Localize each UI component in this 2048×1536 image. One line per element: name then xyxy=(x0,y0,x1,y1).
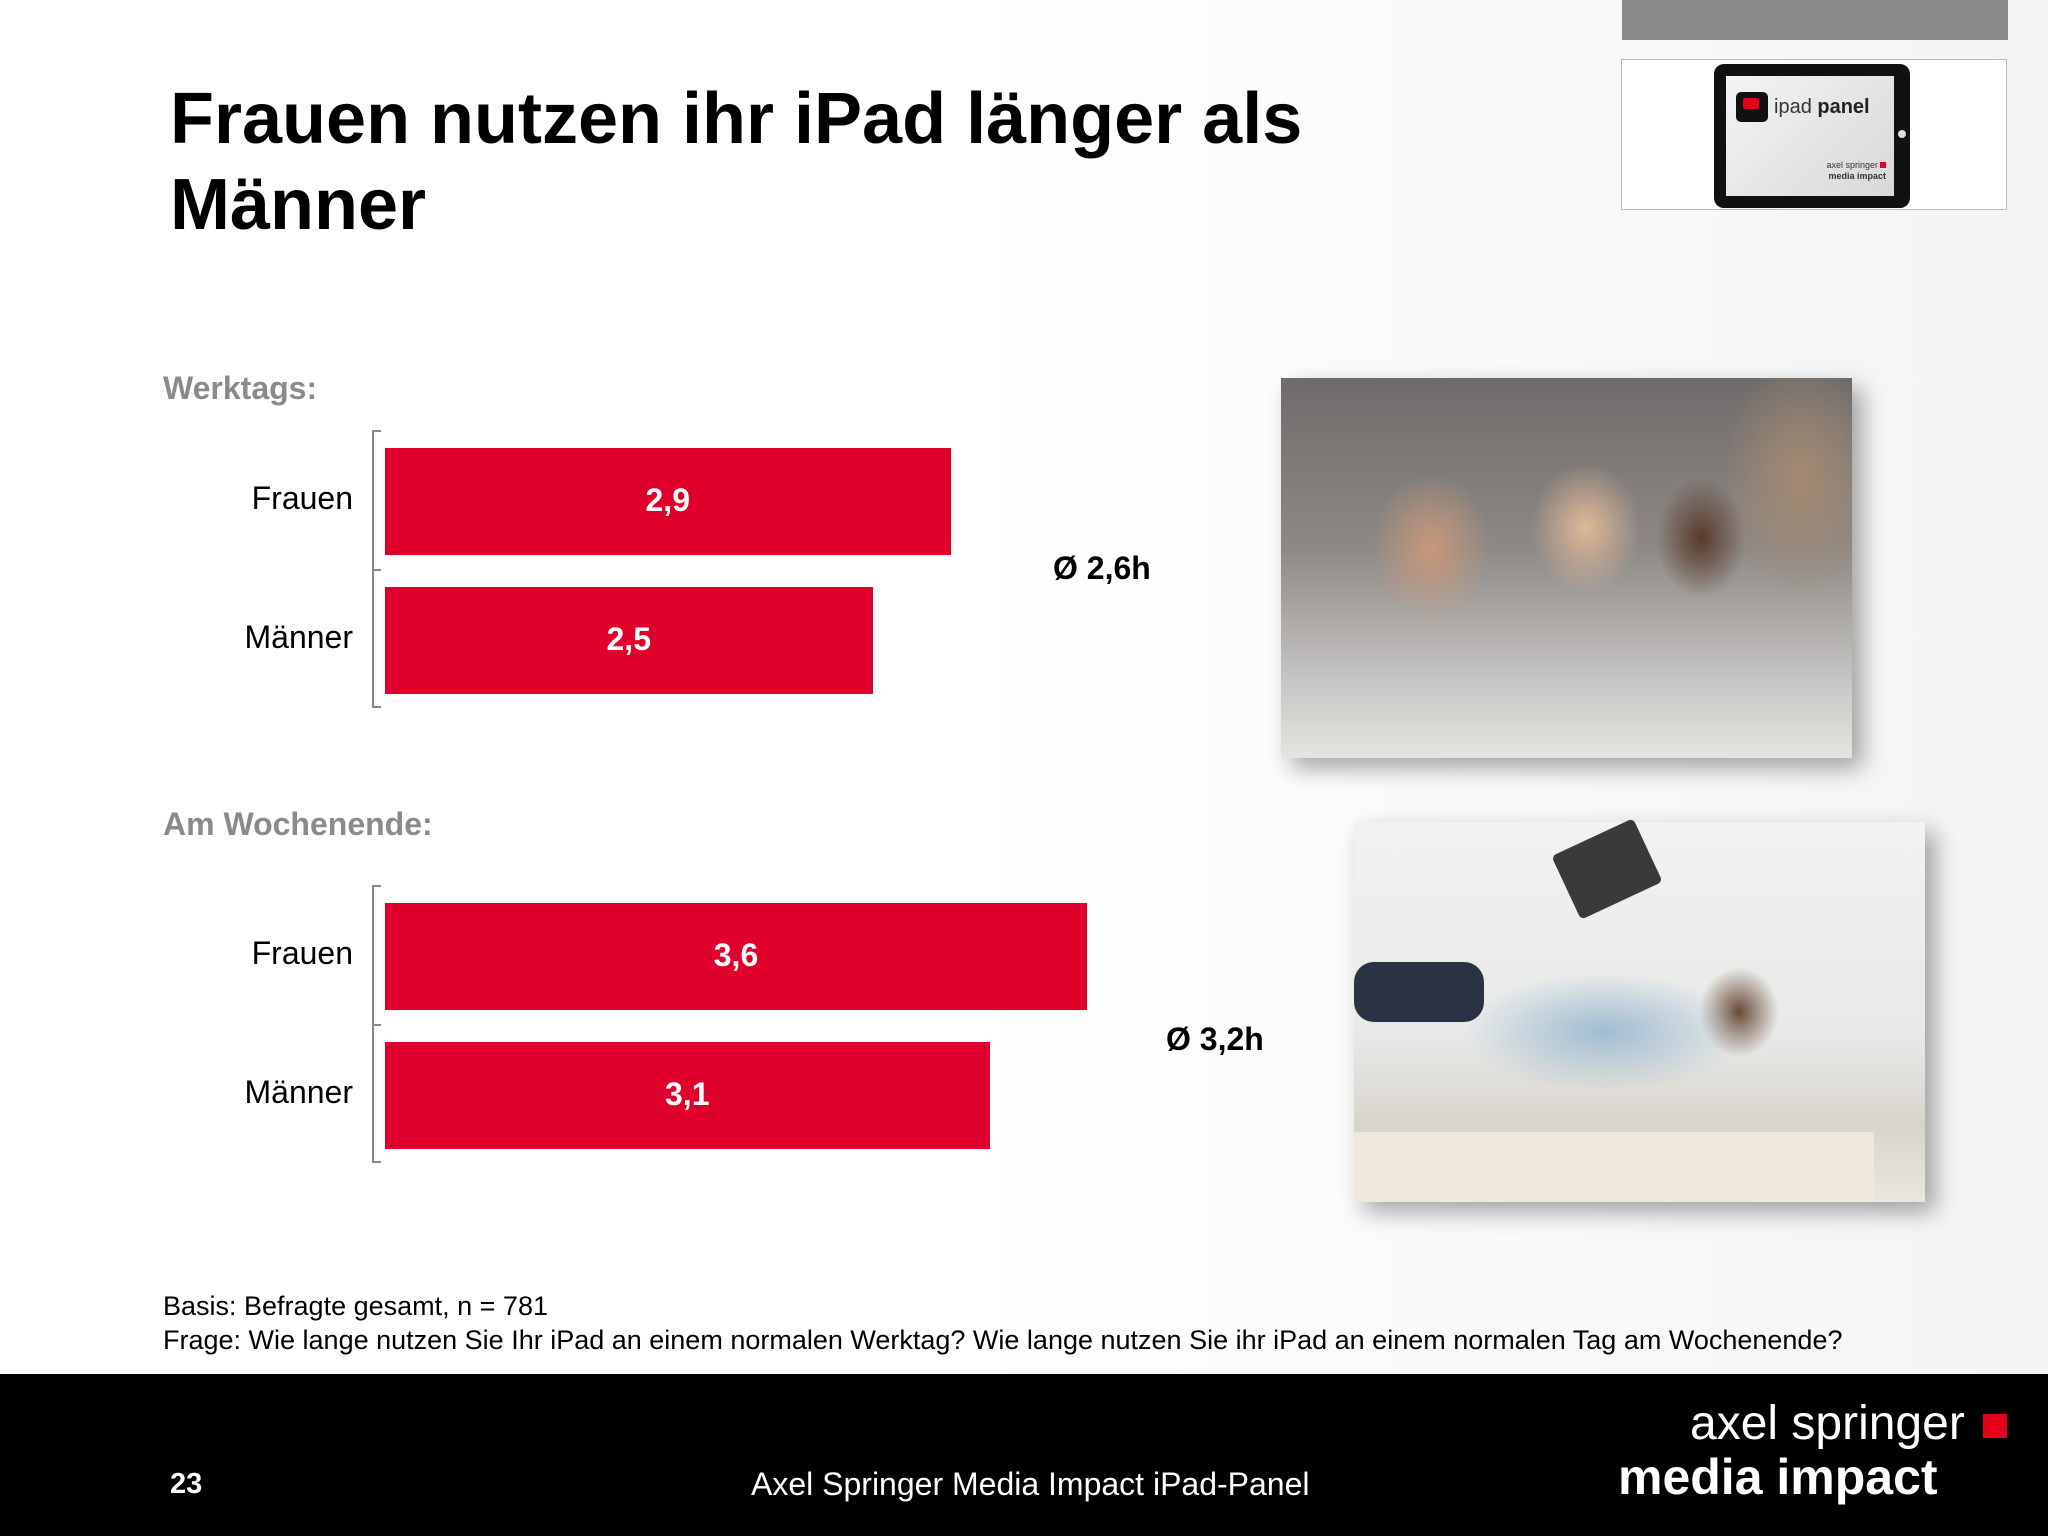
photo-business-meeting xyxy=(1281,378,1852,758)
brand-square-icon xyxy=(1983,1414,2007,1438)
photo-man-with-ipad xyxy=(1354,818,1925,1202)
data-label: 2,9 xyxy=(645,482,690,518)
category-label: Frauen xyxy=(251,935,353,971)
data-label: 2,5 xyxy=(606,621,651,657)
axis-bracket xyxy=(372,885,383,1163)
top-gray-bar xyxy=(1622,0,2008,40)
average-label-werktags: Ø 2,6h xyxy=(1053,550,1151,586)
footer-title: Axel Springer Media Impact iPad-Panel xyxy=(751,1466,1310,1502)
logo-app-name-bold: panel xyxy=(1817,96,1870,118)
data-label: 3,1 xyxy=(665,1076,710,1112)
chat-bubble-icon xyxy=(1736,92,1768,122)
footer-bar: 23 Axel Springer Media Impact iPad-Panel… xyxy=(0,1374,2048,1536)
bar-werktags-frauen xyxy=(385,448,951,555)
section-label-werktags: Werktags: xyxy=(163,370,318,406)
footnote-basis: Basis: Befragte gesamt, n = 781 xyxy=(163,1291,548,1321)
category-label: Männer xyxy=(244,619,354,655)
brand-axel-springer: axel springer xyxy=(1690,1397,1965,1450)
logo-app-name-light: ipad xyxy=(1774,96,1818,118)
bar-wochenende-frauen xyxy=(385,903,1087,1010)
page-title: Frauen nutzen ihr iPad länger als Männer xyxy=(170,79,1303,245)
bar-werktags-maenner xyxy=(385,587,873,694)
tablet-icon: ipad panel axel springer media impact xyxy=(1714,64,1910,208)
ipad-panel-logo: ipad panel axel springer media impact xyxy=(1621,59,2007,210)
category-label: Männer xyxy=(244,1074,354,1110)
home-button-icon xyxy=(1898,130,1906,138)
section-label-wochenende: Am Wochenende: xyxy=(163,806,433,842)
axis-bracket xyxy=(372,430,383,708)
category-label: Frauen xyxy=(251,480,353,516)
page-number: 23 xyxy=(170,1468,203,1500)
data-label: 3,6 xyxy=(713,937,759,973)
logo-brand-line1: axel springer xyxy=(1826,160,1878,170)
footnote-frage: Frage: Wie lange nutzen Sie Ihr iPad an … xyxy=(163,1325,1843,1355)
logo-brand-line2: media impact xyxy=(1828,171,1886,181)
bar-wochenende-maenner xyxy=(385,1042,990,1149)
brand-media-impact: media impact xyxy=(1618,1449,1938,1505)
brand-square-icon xyxy=(1880,162,1886,168)
average-label-wochenende: Ø 3,2h xyxy=(1166,1021,1264,1057)
